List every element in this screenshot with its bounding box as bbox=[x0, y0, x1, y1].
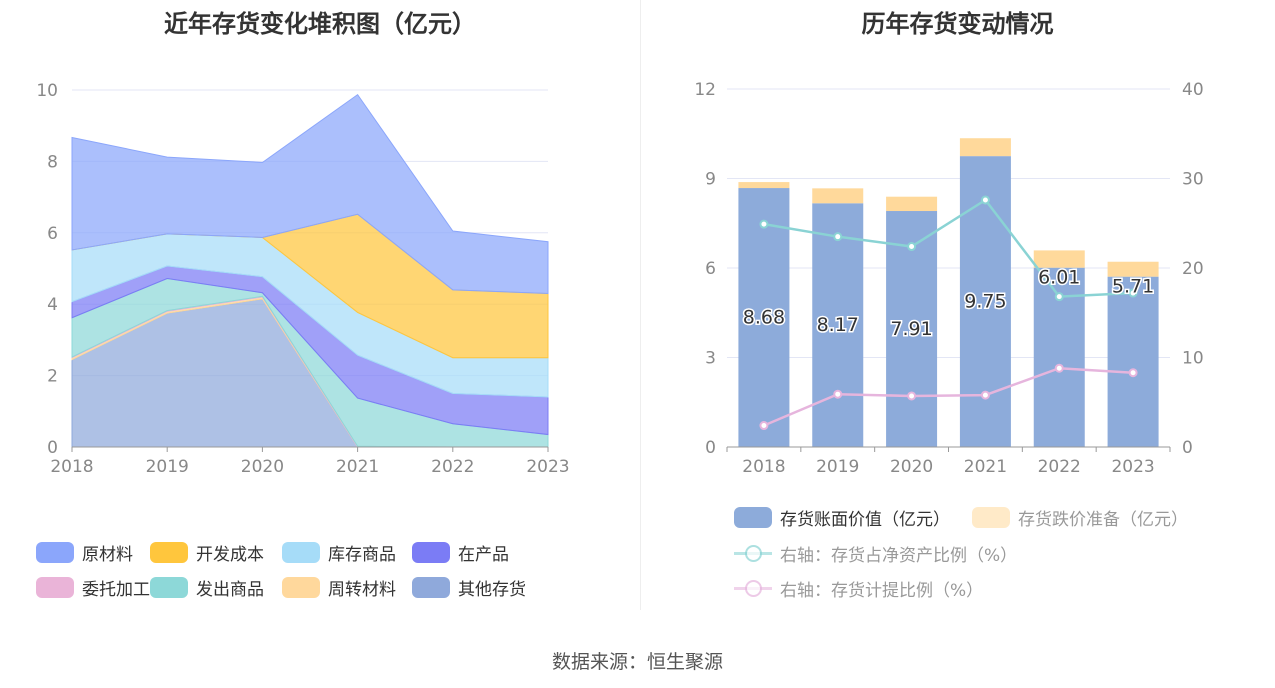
legend-swatch bbox=[972, 507, 1010, 528]
x-tick-label: 2020 bbox=[890, 457, 933, 477]
legend-label: 存货跌价准备（亿元） bbox=[1018, 510, 1188, 530]
line-point bbox=[1128, 288, 1138, 298]
left-y-tick-label: 3 bbox=[705, 349, 716, 369]
legend-label: 在产品 bbox=[458, 545, 509, 565]
y-tick-label: 2 bbox=[47, 367, 58, 387]
left-chart-title: 近年存货变化堆积图（亿元） bbox=[164, 10, 476, 38]
legend-item[interactable]: 在产品 bbox=[412, 540, 509, 565]
x-tick-label: 2022 bbox=[431, 457, 474, 477]
legend-swatch bbox=[282, 542, 320, 563]
y-tick-label: 4 bbox=[47, 295, 58, 315]
legend-item[interactable]: 周转材料 bbox=[282, 575, 396, 600]
bar-impairment bbox=[1033, 250, 1085, 268]
legend-item[interactable]: 存货账面价值（亿元） bbox=[734, 505, 950, 530]
right-y-tick-label: 40 bbox=[1182, 80, 1204, 100]
y-tick-label: 0 bbox=[47, 438, 58, 458]
right-y-tick-label: 0 bbox=[1182, 438, 1193, 458]
legend-item[interactable]: 存货跌价准备（亿元） bbox=[972, 505, 1188, 530]
bar-book-value bbox=[1107, 276, 1159, 447]
legend-label: 右轴：存货占净资产比例（%） bbox=[780, 546, 1018, 566]
legend-item[interactable]: 右轴：存货占净资产比例（%） bbox=[734, 541, 1017, 566]
bar-data-label: 5.71 bbox=[1112, 276, 1154, 298]
line-point bbox=[907, 242, 917, 252]
bar-impairment bbox=[1107, 261, 1159, 277]
legend-label: 右轴：存货计提比例（%） bbox=[780, 581, 984, 601]
bar-data-label: 7.91 bbox=[890, 318, 932, 340]
area-series-7 bbox=[71, 93, 549, 295]
legend-item[interactable]: 其他存货 bbox=[412, 575, 526, 600]
line-point bbox=[980, 195, 990, 205]
legend-swatch bbox=[412, 577, 450, 598]
right-y-tick-label: 30 bbox=[1182, 170, 1204, 190]
line-point bbox=[980, 390, 990, 400]
bar-impairment bbox=[959, 138, 1011, 157]
legend-swatch bbox=[734, 578, 772, 599]
x-tick-label: 2020 bbox=[241, 457, 284, 477]
bar-impairment bbox=[812, 188, 864, 204]
legend-label: 存货账面价值（亿元） bbox=[780, 510, 950, 530]
x-tick-label: 2018 bbox=[742, 457, 785, 477]
legend-label: 其他存货 bbox=[458, 580, 526, 600]
x-tick-label: 2021 bbox=[336, 457, 379, 477]
bar-impairment bbox=[886, 196, 938, 212]
left-y-tick-label: 0 bbox=[705, 438, 716, 458]
x-tick-label: 2018 bbox=[50, 457, 93, 477]
bar-line-chart: 0 3 6 9 12 0 10 20 30 40 2018 2019 2020 2021 2022 2023 8… bbox=[694, 80, 1204, 477]
legend-label: 发出商品 bbox=[196, 580, 264, 600]
stacked-area-chart: 0 2 4 6 8 10 2018 2019 2020 2021 2022 2023 bbox=[36, 81, 569, 477]
legend-label: 开发成本 bbox=[196, 545, 264, 565]
legend-label: 库存商品 bbox=[328, 545, 396, 565]
bar-data-label: 8.68 bbox=[743, 307, 785, 329]
bar-data-label: 8.17 bbox=[817, 314, 859, 336]
legend-swatch bbox=[150, 542, 188, 563]
legend-swatch bbox=[36, 542, 74, 563]
bar-impairment bbox=[738, 182, 790, 189]
line-point bbox=[1128, 368, 1138, 378]
line-point bbox=[907, 391, 917, 401]
line-point bbox=[759, 421, 769, 431]
right-y-tick-label: 10 bbox=[1182, 349, 1204, 369]
right-y-tick-label: 20 bbox=[1182, 259, 1204, 279]
x-tick-label: 2022 bbox=[1038, 457, 1081, 477]
line-point bbox=[833, 389, 843, 399]
left-y-tick-label: 12 bbox=[694, 80, 716, 100]
line-series-0 bbox=[763, 198, 1134, 298]
legend-swatch bbox=[282, 577, 320, 598]
bar-book-value bbox=[738, 188, 790, 447]
legend-label: 周转材料 bbox=[328, 580, 396, 600]
x-tick-label: 2021 bbox=[964, 457, 1007, 477]
y-tick-label: 10 bbox=[36, 81, 58, 101]
legend-swatch bbox=[150, 577, 188, 598]
legend-swatch bbox=[36, 577, 74, 598]
right-chart-title: 历年存货变动情况 bbox=[861, 10, 1054, 38]
line-point bbox=[833, 232, 843, 242]
legend-item[interactable]: 库存商品 bbox=[282, 540, 396, 565]
bar-data-label: 6.01 bbox=[1038, 267, 1080, 289]
left-y-tick-label: 6 bbox=[705, 259, 716, 279]
legend-swatch bbox=[412, 542, 450, 563]
legend-swatch bbox=[734, 507, 772, 528]
line-point bbox=[1054, 363, 1064, 373]
data-source-note: 数据来源：恒生聚源 bbox=[551, 651, 723, 673]
chart-divider bbox=[640, 0, 641, 610]
bar-book-value bbox=[812, 203, 864, 447]
legend-item[interactable]: 右轴：存货计提比例（%） bbox=[734, 576, 983, 601]
line-point bbox=[1054, 292, 1064, 302]
line-point bbox=[759, 219, 769, 229]
y-tick-label: 8 bbox=[47, 152, 58, 172]
y-tick-label: 6 bbox=[47, 224, 58, 244]
legend-swatch bbox=[734, 543, 772, 564]
x-tick-label: 2023 bbox=[1111, 457, 1154, 477]
legend-item[interactable]: 原材料 bbox=[36, 540, 133, 565]
legend-label: 原材料 bbox=[82, 545, 133, 565]
x-tick-label: 2019 bbox=[146, 457, 189, 477]
legend-item[interactable]: 发出商品 bbox=[150, 575, 264, 600]
bar-data-label: 9.75 bbox=[964, 291, 1006, 313]
legend-item[interactable]: 开发成本 bbox=[150, 540, 264, 565]
x-tick-label: 2019 bbox=[816, 457, 859, 477]
line-series-1 bbox=[763, 366, 1134, 427]
x-tick-label: 2023 bbox=[526, 457, 569, 477]
left-y-tick-label: 9 bbox=[705, 170, 716, 190]
